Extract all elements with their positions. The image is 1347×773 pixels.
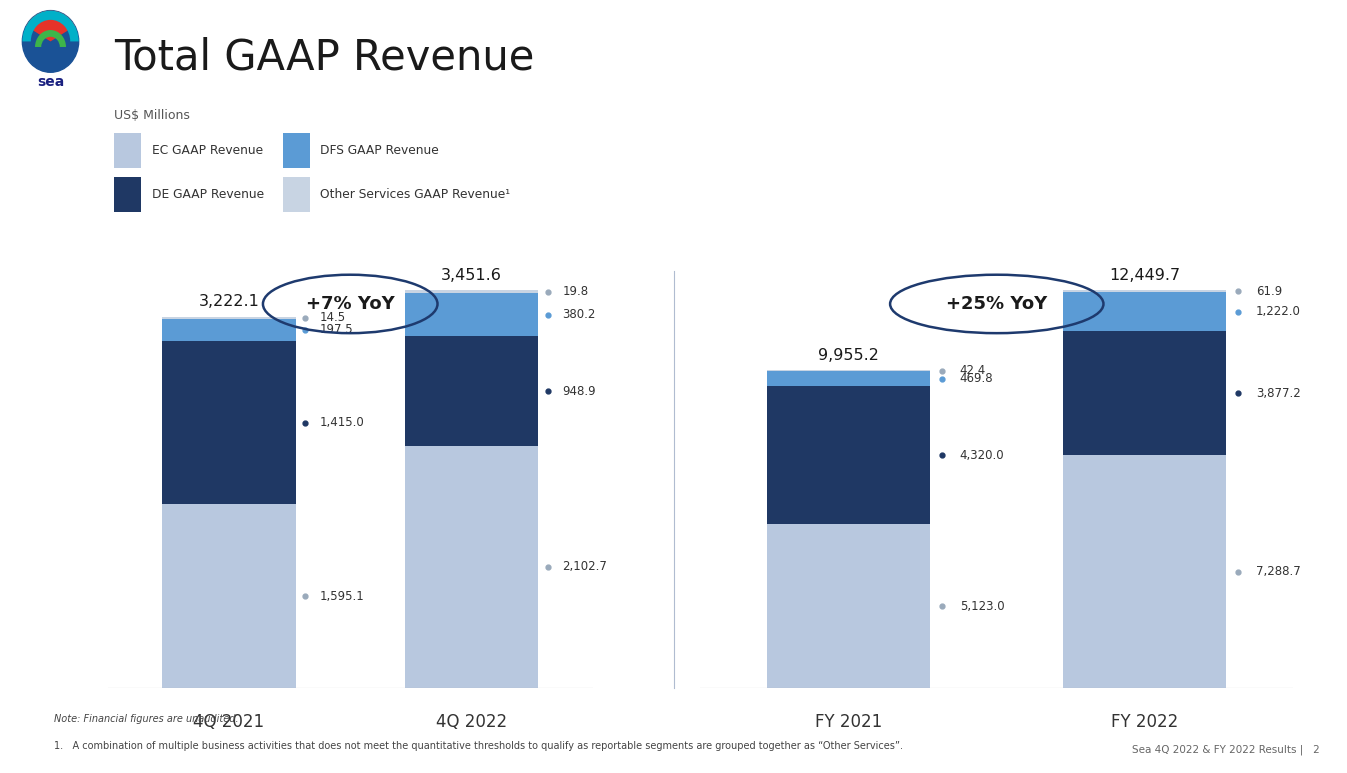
Bar bbox=[1064, 332, 1226, 455]
Bar bbox=[162, 318, 296, 341]
Text: 19.8: 19.8 bbox=[562, 285, 589, 298]
FancyBboxPatch shape bbox=[283, 133, 310, 169]
Bar bbox=[404, 293, 537, 336]
Text: sea: sea bbox=[36, 74, 65, 88]
Bar bbox=[768, 386, 929, 524]
Wedge shape bbox=[35, 30, 66, 47]
Text: +25% YoY: +25% YoY bbox=[946, 295, 1048, 313]
FancyBboxPatch shape bbox=[114, 176, 141, 212]
Bar bbox=[1064, 455, 1226, 688]
Text: 3,451.6: 3,451.6 bbox=[440, 268, 502, 283]
Text: 1,595.1: 1,595.1 bbox=[319, 590, 365, 603]
Text: 380.2: 380.2 bbox=[562, 308, 595, 321]
Text: 469.8: 469.8 bbox=[959, 373, 993, 386]
Text: Note: Financial figures are unaudited.: Note: Financial figures are unaudited. bbox=[54, 714, 238, 724]
FancyBboxPatch shape bbox=[283, 176, 310, 212]
Bar bbox=[162, 504, 296, 688]
Text: 3,222.1: 3,222.1 bbox=[198, 295, 260, 309]
Text: Sea 4Q 2022 & FY 2022 Results |   2: Sea 4Q 2022 & FY 2022 Results | 2 bbox=[1133, 744, 1320, 755]
Bar bbox=[404, 291, 537, 293]
Bar bbox=[162, 341, 296, 504]
Bar bbox=[404, 446, 537, 688]
Bar bbox=[1064, 292, 1226, 332]
Wedge shape bbox=[26, 11, 75, 42]
Text: 2,102.7: 2,102.7 bbox=[562, 560, 607, 574]
Bar bbox=[1064, 291, 1226, 292]
Bar bbox=[768, 370, 929, 372]
Text: 5,123.0: 5,123.0 bbox=[959, 600, 1005, 613]
Text: FY 2022: FY 2022 bbox=[1111, 713, 1179, 731]
Text: DFS GAAP Revenue: DFS GAAP Revenue bbox=[321, 144, 439, 157]
Text: Total GAAP Revenue: Total GAAP Revenue bbox=[114, 37, 535, 79]
Text: 4,320.0: 4,320.0 bbox=[959, 449, 1005, 462]
Text: 61.9: 61.9 bbox=[1255, 285, 1282, 298]
Text: 3,877.2: 3,877.2 bbox=[1255, 386, 1301, 400]
Text: 197.5: 197.5 bbox=[319, 323, 353, 336]
Text: 42.4: 42.4 bbox=[959, 364, 986, 377]
Text: 1,222.0: 1,222.0 bbox=[1255, 305, 1301, 318]
Text: FY 2021: FY 2021 bbox=[815, 713, 882, 731]
Text: 12,449.7: 12,449.7 bbox=[1110, 268, 1180, 283]
Text: 1,415.0: 1,415.0 bbox=[319, 417, 365, 429]
Text: 4Q 2022: 4Q 2022 bbox=[436, 713, 506, 731]
Text: DE GAAP Revenue: DE GAAP Revenue bbox=[151, 188, 264, 201]
Text: 9,955.2: 9,955.2 bbox=[818, 348, 880, 363]
Text: Other Services GAAP Revenue¹: Other Services GAAP Revenue¹ bbox=[321, 188, 511, 201]
Text: 948.9: 948.9 bbox=[562, 385, 595, 397]
Circle shape bbox=[23, 11, 78, 73]
Wedge shape bbox=[23, 11, 78, 42]
Text: 4Q 2021: 4Q 2021 bbox=[194, 713, 264, 731]
Text: +7% YoY: +7% YoY bbox=[306, 295, 395, 313]
Bar bbox=[768, 524, 929, 688]
FancyBboxPatch shape bbox=[114, 133, 141, 169]
Bar bbox=[768, 372, 929, 386]
Text: 7,288.7: 7,288.7 bbox=[1255, 565, 1301, 578]
Text: 14.5: 14.5 bbox=[319, 312, 346, 324]
Text: EC GAAP Revenue: EC GAAP Revenue bbox=[151, 144, 263, 157]
Bar bbox=[404, 336, 537, 446]
Text: US$ Millions: US$ Millions bbox=[114, 109, 190, 122]
Text: 1.   A combination of multiple business activities that does not meet the quanti: 1. A combination of multiple business ac… bbox=[54, 741, 902, 751]
Bar bbox=[162, 317, 296, 318]
